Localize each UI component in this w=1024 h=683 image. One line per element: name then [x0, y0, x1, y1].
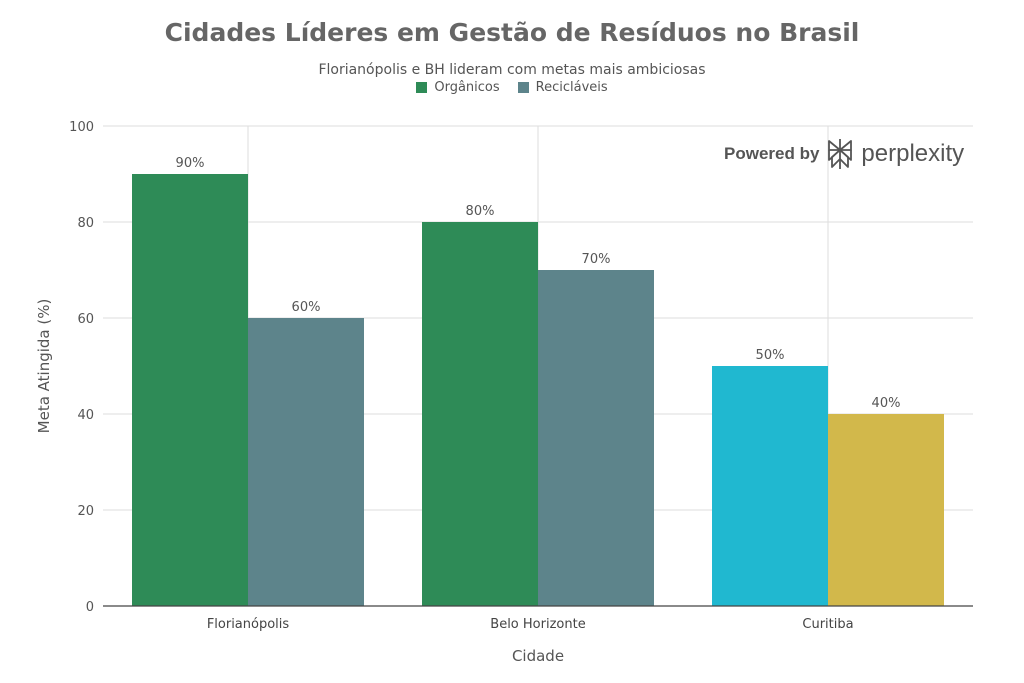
label-layer: 90% 60% 80% 70% 50% 40%	[176, 156, 901, 411]
perplexity-logo-icon	[828, 139, 853, 169]
legend-item-organicos[interactable]: Orgânicos	[416, 80, 500, 95]
y-tick-label: 40	[77, 408, 94, 423]
bar	[712, 366, 828, 606]
powered-by-label: Powered by	[724, 144, 820, 163]
bar	[248, 318, 364, 606]
y-tick-label: 0	[86, 600, 94, 615]
y-tick-label: 100	[69, 120, 94, 135]
x-axis-title: Cidade	[512, 647, 564, 665]
bar	[132, 174, 248, 606]
chart-title: Cidades Líderes em Gestão de Resíduos no…	[164, 18, 860, 47]
x-tick-label: Belo Horizonte	[490, 617, 585, 632]
data-label: 60%	[292, 300, 321, 315]
data-label: 50%	[756, 348, 785, 363]
data-label: 40%	[872, 396, 901, 411]
legend-swatch-reciclaveis	[517, 82, 529, 93]
legend-label-reciclaveis: Recicláveis	[535, 80, 608, 95]
x-tick-label: Curitiba	[802, 617, 853, 632]
powered-by-watermark: Powered by perplexity	[724, 138, 964, 170]
data-label: 70%	[582, 252, 611, 267]
y-axis-title: Meta Atingida (%)	[35, 299, 53, 434]
bar	[538, 270, 654, 606]
bar	[422, 222, 538, 606]
chart-subtitle: Florianópolis e BH lideram com metas mai…	[318, 62, 706, 78]
chart-legend: Orgânicos Recicláveis	[0, 80, 1024, 95]
y-tick-label: 20	[77, 504, 94, 519]
data-label: 80%	[466, 204, 495, 219]
y-tick-label: 80	[77, 216, 94, 231]
perplexity-brand-name: perplexity	[861, 140, 965, 167]
legend-item-reciclaveis[interactable]: Recicláveis	[517, 80, 608, 95]
axis-layer: 0 20 40 60 80 100 Florianópolis Belo Horizonte C…	[35, 120, 973, 665]
legend-swatch-organicos	[416, 82, 428, 93]
y-tick-label: 60	[77, 312, 94, 327]
bar-layer	[132, 174, 944, 606]
legend-label-organicos: Orgânicos	[434, 80, 500, 95]
bar	[828, 414, 944, 606]
x-tick-label: Florianópolis	[207, 617, 290, 632]
data-label: 90%	[176, 156, 205, 171]
